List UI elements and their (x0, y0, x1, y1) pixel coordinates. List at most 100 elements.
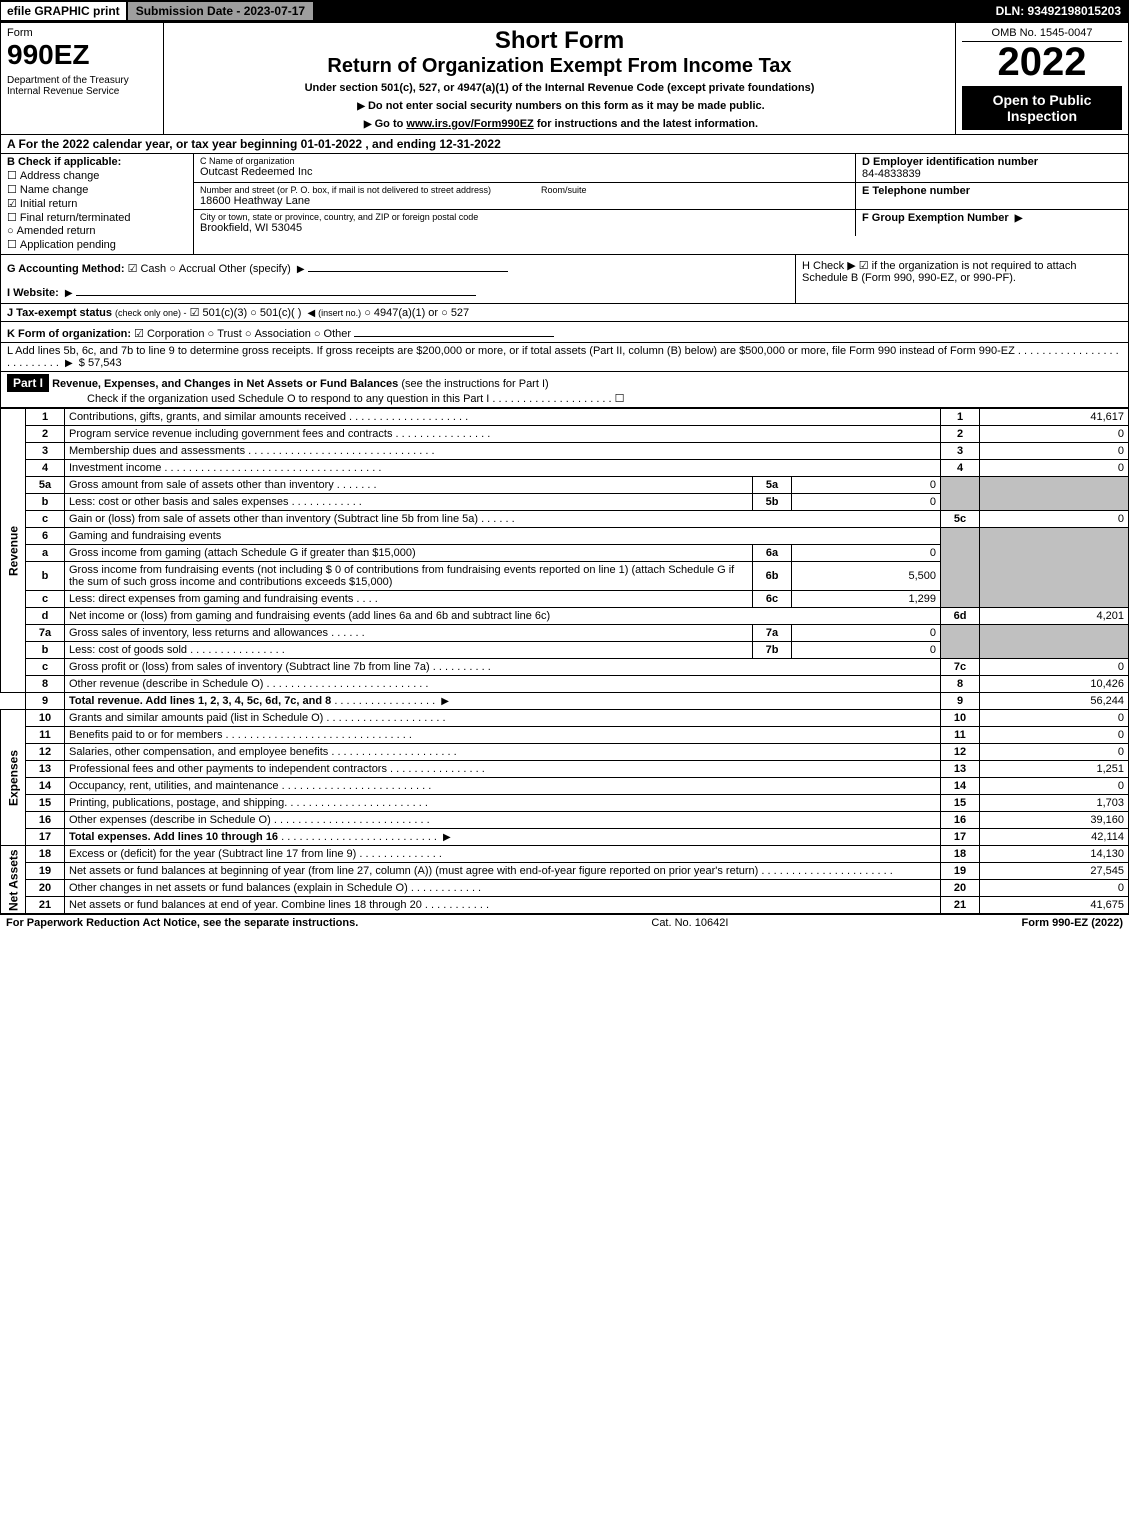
line-5b-desc: Less: cost or other basis and sales expe… (69, 496, 289, 508)
checkbox-application-pending[interactable]: Application pending (7, 238, 187, 251)
line-21-amount: 41,675 (980, 897, 1129, 914)
line-5a-amount: 0 (792, 477, 941, 494)
header-left-block: Form 990EZ Department of the Treasury In… (1, 23, 164, 134)
section-g: G Accounting Method: Cash Accrual Other … (1, 255, 795, 303)
line-2-amount: 0 (980, 426, 1129, 443)
form-header: Form 990EZ Department of the Treasury In… (0, 22, 1129, 135)
phone-cell: E Telephone number (855, 183, 1128, 209)
part1-title: Revenue, Expenses, and Changes in Net As… (52, 378, 398, 390)
line-15: 15 Printing, publications, postage, and … (1, 795, 1129, 812)
section-j: J Tax-exempt status (check only one) - 5… (0, 304, 1129, 322)
line-20-desc: Other changes in net assets or fund bala… (69, 882, 408, 894)
line-7a-amount: 0 (792, 625, 941, 642)
section-l-text: L Add lines 5b, 6c, and 7b to line 9 to … (7, 345, 1015, 357)
line-15-desc: Printing, publications, postage, and shi… (69, 797, 287, 809)
line-20-amount: 0 (980, 880, 1129, 897)
line-6: 6 Gaming and fundraising events (1, 528, 1129, 545)
street-cell: Number and street (or P. O. box, if mail… (194, 183, 855, 209)
line-2: 2 Program service revenue including gove… (1, 426, 1129, 443)
line-7a-desc: Gross sales of inventory, less returns a… (69, 627, 328, 639)
line-12-desc: Salaries, other compensation, and employ… (69, 746, 328, 758)
part1-header-row: Part I Revenue, Expenses, and Changes in… (0, 372, 1129, 408)
line-16-desc: Other expenses (describe in Schedule O) (69, 814, 271, 826)
status-527[interactable]: 527 (441, 307, 469, 319)
line-1: Revenue 1 Contributions, gifts, grants, … (1, 409, 1129, 426)
status-501c3[interactable]: 501(c)(3) (190, 307, 248, 319)
no-ssn-warning: Do not enter social security numbers on … (170, 100, 949, 112)
tax-exempt-label: J Tax-exempt status (7, 307, 112, 319)
line-3-amount: 0 (980, 443, 1129, 460)
line-7b-amount: 0 (792, 642, 941, 659)
section-h: H Check ▶ ☑ if the organization is not r… (795, 255, 1128, 303)
checkbox-initial-return[interactable]: Initial return (7, 197, 187, 210)
line-5c-amount: 0 (980, 511, 1129, 528)
line-5c: c Gain or (loss) from sale of assets oth… (1, 511, 1129, 528)
part1-label: Part I (7, 374, 49, 392)
line-7b-desc: Less: cost of goods sold (69, 644, 187, 656)
tax-exempt-note: (check only one) - (115, 308, 187, 318)
line-6b-amount: 5,500 (792, 562, 941, 591)
part1-check-o: Check if the organization used Schedule … (87, 393, 489, 405)
org-trust[interactable]: Trust (208, 328, 242, 340)
line-6c-amount: 1,299 (792, 591, 941, 608)
org-other-input[interactable] (354, 324, 554, 337)
section-c-d-e: C Name of organization Outcast Redeemed … (194, 154, 1128, 254)
goto-instruction: Go to www.irs.gov/Form990EZ for instruct… (170, 118, 949, 130)
accounting-other: Other (specify) (219, 263, 291, 275)
line-5c-desc: Gain or (loss) from sale of assets other… (69, 513, 478, 525)
irs-link[interactable]: www.irs.gov/Form990EZ (406, 118, 533, 130)
website-input[interactable] (76, 283, 476, 296)
line-6c-desc: Less: direct expenses from gaming and fu… (69, 593, 353, 605)
org-other[interactable]: Other (314, 328, 351, 340)
department-label: Department of the Treasury Internal Reve… (7, 75, 157, 97)
efile-print-label: efile GRAPHIC print (0, 1, 127, 21)
line-4-desc: Investment income (69, 462, 161, 474)
no-ssn-text: Do not enter social security numbers on … (368, 100, 765, 112)
line-19-amount: 27,545 (980, 863, 1129, 880)
accounting-accrual[interactable]: Accrual (169, 263, 215, 275)
status-501c[interactable]: 501(c)( ) (250, 307, 301, 319)
line-10-amount: 0 (980, 710, 1129, 727)
ein-cell: D Employer identification number 84-4833… (855, 154, 1128, 182)
line-16-amount: 39,160 (980, 812, 1129, 829)
checkbox-final-return[interactable]: Final return/terminated (7, 211, 187, 224)
line-7c: c Gross profit or (loss) from sales of i… (1, 659, 1129, 676)
city-label: City or town, state or province, country… (200, 212, 849, 222)
status-4947[interactable]: 4947(a)(1) or (364, 307, 438, 319)
line-12: 12 Salaries, other compensation, and emp… (1, 744, 1129, 761)
line-19: 19 Net assets or fund balances at beginn… (1, 863, 1129, 880)
line-14-desc: Occupancy, rent, utilities, and maintena… (69, 780, 279, 792)
line-18: Net Assets 18 Excess or (deficit) for th… (1, 846, 1129, 863)
line-11-amount: 0 (980, 727, 1129, 744)
checkbox-name-change[interactable]: Name change (7, 183, 187, 196)
line-9: 9 Total revenue. Add lines 1, 2, 3, 4, 5… (1, 693, 1129, 710)
line-12-amount: 0 (980, 744, 1129, 761)
section-l: L Add lines 5b, 6c, and 7b to line 9 to … (0, 343, 1129, 372)
street-value: 18600 Heathway Lane (200, 195, 849, 207)
street-label: Number and street (or P. O. box, if mail… (200, 185, 491, 195)
part1-note: (see the instructions for Part I) (401, 378, 548, 390)
line-7c-desc: Gross profit or (loss) from sales of inv… (69, 661, 430, 673)
group-exemption-cell: F Group Exemption Number (855, 210, 1128, 236)
line-18-desc: Excess or (deficit) for the year (Subtra… (69, 848, 356, 860)
top-bar: efile GRAPHIC print Submission Date - 20… (0, 0, 1129, 22)
accounting-other-input[interactable] (308, 259, 508, 272)
checkbox-amended-return[interactable]: Amended return (7, 225, 187, 237)
line-11: 11 Benefits paid to or for members . . .… (1, 727, 1129, 744)
checkbox-address-change[interactable]: Address change (7, 169, 187, 182)
return-title: Return of Organization Exempt From Incom… (170, 55, 949, 78)
line-21-desc: Net assets or fund balances at end of ye… (69, 899, 422, 911)
accounting-cash[interactable]: Cash (128, 263, 167, 275)
part1-check-o-box[interactable]: ☐ (615, 393, 625, 405)
section-b-checkboxes: B Check if applicable: Address change Na… (1, 154, 194, 254)
line-8-desc: Other revenue (describe in Schedule O) (69, 678, 263, 690)
org-corporation[interactable]: Corporation (134, 328, 204, 340)
line-17: 17 Total expenses. Add lines 10 through … (1, 829, 1129, 846)
form-number: 990EZ (7, 39, 157, 71)
page-footer: For Paperwork Reduction Act Notice, see … (0, 914, 1129, 931)
org-association[interactable]: Association (245, 328, 311, 340)
ein-value: 84-4833839 (862, 168, 1122, 180)
header-right-block: OMB No. 1545-0047 2022 Open to Public In… (955, 23, 1128, 134)
phone-label: E Telephone number (862, 185, 1122, 197)
line-13-desc: Professional fees and other payments to … (69, 763, 387, 775)
